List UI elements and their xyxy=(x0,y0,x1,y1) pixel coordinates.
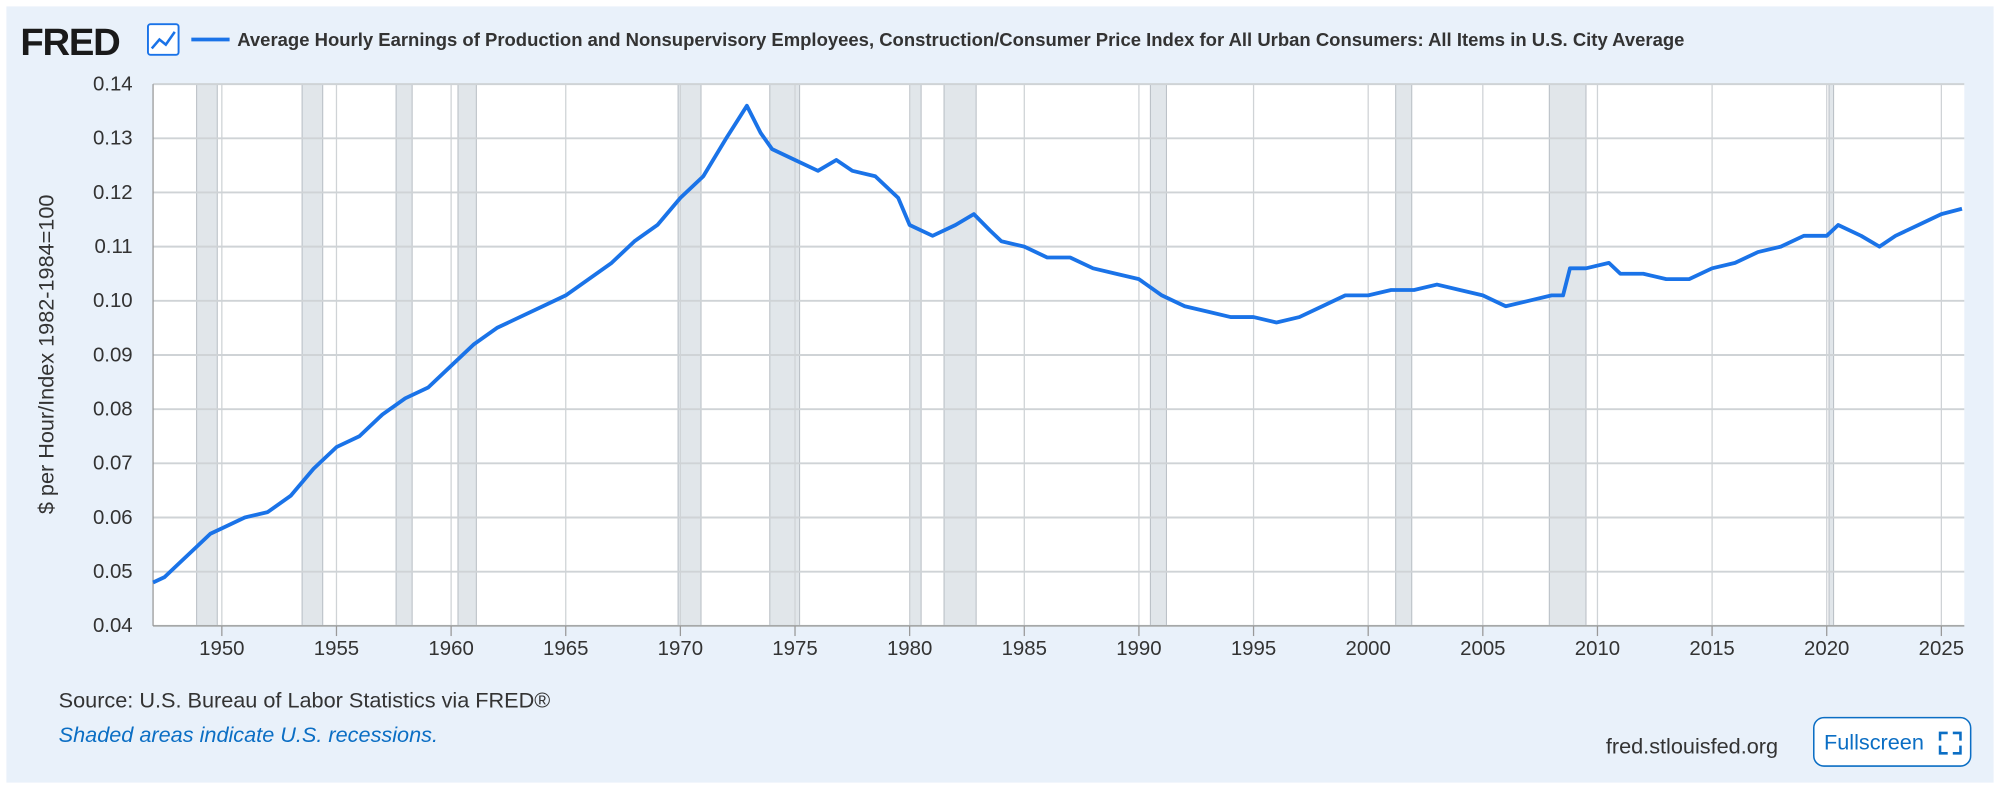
y-tick-label: 0.04 xyxy=(93,615,133,637)
x-tick-label: 2025 xyxy=(1919,638,1964,660)
button-label[interactable]: Fullscreen xyxy=(1824,729,1924,754)
x-tick-label: 1985 xyxy=(1002,638,1047,660)
fullscreen-button[interactable]: Fullscreen xyxy=(1813,716,1972,767)
y-tick-label: 0.14 xyxy=(93,74,133,96)
y-tick-label: 0.11 xyxy=(94,236,132,258)
x-tick-label: 1955 xyxy=(314,638,359,660)
x-tick-label: 2000 xyxy=(1345,638,1390,660)
x-tick-label: 2015 xyxy=(1689,638,1734,660)
y-tick-label: 0.07 xyxy=(93,453,133,475)
y-axis-label: $ per Hour/Index 1982-1984=100 xyxy=(34,195,59,515)
logo-icon xyxy=(147,23,180,56)
logo: FRED xyxy=(20,21,120,64)
source: Source: U.S. Bureau of Labor Statistics … xyxy=(59,687,551,712)
x-tick-label: 1975 xyxy=(772,638,817,660)
x-tick-label: 1980 xyxy=(887,638,932,660)
x-tick-label: 1990 xyxy=(1116,638,1161,660)
y-tick-label: 0.10 xyxy=(93,290,133,312)
x-tick-label: 1960 xyxy=(428,638,473,660)
y-tick-label: 0.12 xyxy=(93,182,133,204)
x-tick-label: 1995 xyxy=(1231,638,1276,660)
button-frame[interactable] xyxy=(1813,716,1972,767)
y-tick-label: 0.05 xyxy=(93,561,133,583)
x-tick-label: 1965 xyxy=(543,638,588,660)
x-tick-label: 1970 xyxy=(658,638,703,660)
y-tick-label: 0.06 xyxy=(93,507,133,529)
x-tick-label: 2020 xyxy=(1804,638,1849,660)
x-tick-label: 1950 xyxy=(199,638,244,660)
plot xyxy=(152,83,1965,637)
y-tick-label: 0.08 xyxy=(93,399,133,421)
x-tick-label: 2010 xyxy=(1575,638,1620,660)
site-url: fred.stlouisfed.org xyxy=(1606,733,1778,758)
series-line xyxy=(152,103,1963,585)
y-tick-label: 0.09 xyxy=(93,344,133,366)
button-icon[interactable] xyxy=(1938,731,1962,755)
x-tick-label: 2005 xyxy=(1460,638,1505,660)
recession-note: Shaded areas indicate U.S. recessions. xyxy=(59,722,438,747)
legend-label: Average Hourly Earnings of Production an… xyxy=(237,29,1684,50)
y-tick-label: 0.13 xyxy=(93,128,133,150)
